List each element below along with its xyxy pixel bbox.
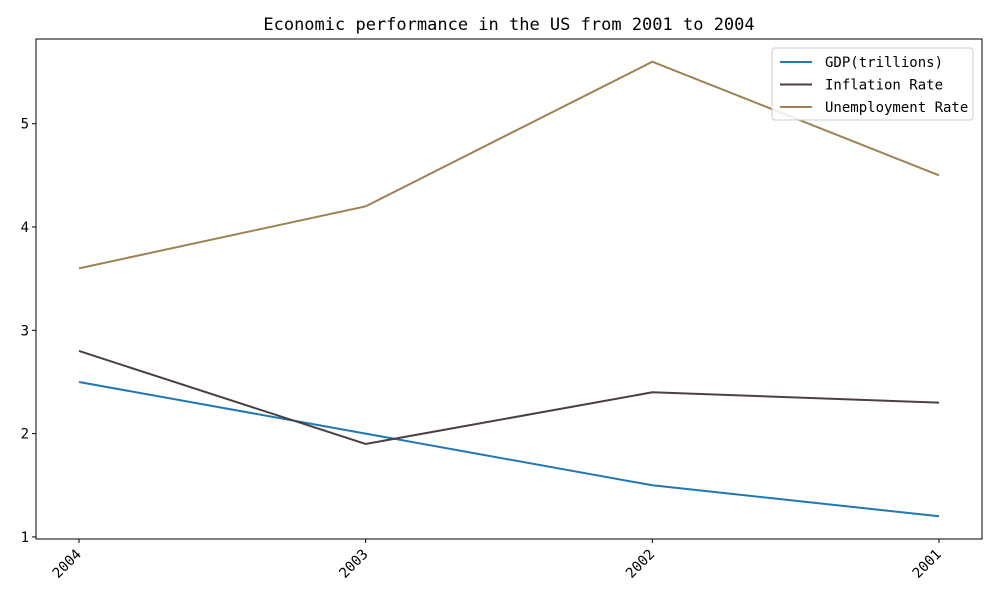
x-axis: 2004 2003 2002 2001 <box>50 539 945 582</box>
series-line-inflation-rate <box>79 351 939 444</box>
y-tick-label: 2 <box>21 427 29 443</box>
x-tick-label: 2003 <box>336 547 371 582</box>
x-tick-label: 2002 <box>623 547 658 582</box>
legend-label: Unemployment Rate <box>825 100 968 116</box>
series-line-gdp-trillions <box>79 382 939 516</box>
y-tick-label: 5 <box>21 117 29 133</box>
y-tick-label: 3 <box>21 323 29 339</box>
y-tick-label: 4 <box>21 220 29 236</box>
legend-label: GDP(trillions) <box>825 55 943 71</box>
y-axis: 1 2 3 4 5 <box>21 117 36 546</box>
legend: GDP(trillions) Inflation Rate Unemployment… <box>772 48 973 120</box>
x-tick-label: 2001 <box>910 547 945 582</box>
series-lines <box>79 62 939 517</box>
x-tick-label: 2004 <box>50 547 85 582</box>
legend-label: Inflation Rate <box>825 78 943 94</box>
chart-title: Economic performance in the US from 2001… <box>263 15 754 35</box>
y-tick-label: 1 <box>21 530 29 546</box>
